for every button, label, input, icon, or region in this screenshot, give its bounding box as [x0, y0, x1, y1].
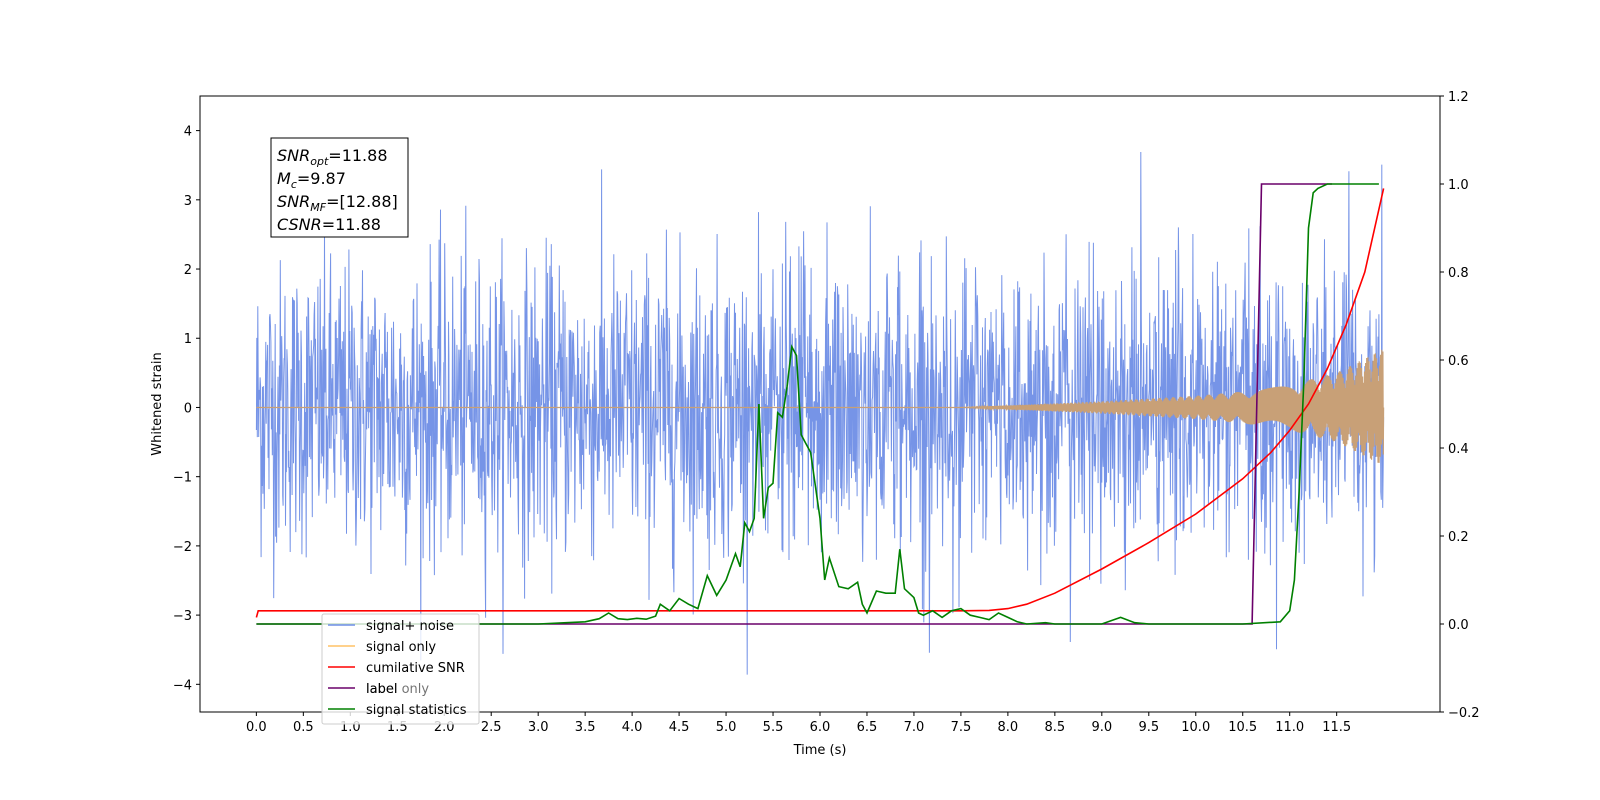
- y-axis-label: Whitened strain: [150, 352, 165, 455]
- legend-label: signal statistics: [366, 703, 467, 718]
- y-left-tick-label: 1: [184, 332, 192, 347]
- annotation-box: SNRopt=11.88 Mc=9.87 SNRMF=[12.88] CSNR=…: [270, 137, 409, 238]
- y-left-tick-label: −4: [173, 678, 192, 693]
- x-tick-label: 6.0: [810, 720, 831, 735]
- y-right-tick-label: 0.8: [1448, 266, 1469, 281]
- y-right-tick-label: 0.2: [1448, 530, 1469, 545]
- x-tick-label: 7.5: [951, 720, 972, 735]
- x-tick-label: 11.5: [1322, 720, 1351, 735]
- svg-text:Mc=9.87: Mc=9.87: [277, 169, 346, 191]
- y-left-tick-label: 0: [184, 401, 192, 416]
- annotation-mc-sub: c: [291, 178, 297, 191]
- x-tick-label: 10.5: [1228, 720, 1257, 735]
- y-left-tick-label: 3: [184, 194, 192, 209]
- series-signal-statistics: [256, 183, 1379, 625]
- x-tick-label: 11.0: [1275, 720, 1304, 735]
- series-signal-only: [256, 349, 1385, 463]
- svg-text:CSNR=11.88: CSNR=11.88: [277, 215, 381, 234]
- y-right-tick-label: 0.6: [1448, 354, 1469, 369]
- x-tick-label: 7.0: [904, 720, 925, 735]
- y-right-tick-label: 0.0: [1448, 618, 1469, 633]
- x-tick-label: 4.0: [622, 720, 643, 735]
- x-tick-label: 6.5: [857, 720, 878, 735]
- series-cumilative-snr: [255, 188, 1385, 618]
- legend-label: signal only: [366, 640, 436, 655]
- y-right-tick-label: −0.2: [1448, 706, 1480, 721]
- y-left-tick-label: 4: [184, 125, 192, 140]
- annotation-csnr-value: =11.88: [322, 215, 381, 234]
- annotation-snr-opt-main: SNR: [277, 146, 310, 165]
- x-tick-label: 10.0: [1181, 720, 1210, 735]
- x-tick-label: 8.0: [998, 720, 1019, 735]
- annotation-snr-opt-sub: opt: [310, 155, 329, 168]
- legend-label: label: [366, 682, 397, 697]
- series-label: [256, 183, 1332, 625]
- x-tick-label: 5.0: [716, 720, 737, 735]
- svg-text:SNRopt=11.88: SNRopt=11.88: [277, 146, 388, 168]
- annotation-snr-mf-sub: MF: [310, 201, 326, 214]
- x-tick-label: 0.5: [293, 720, 314, 735]
- x-tick-label: 9.0: [1091, 720, 1112, 735]
- x-tick-label: 5.5: [763, 720, 784, 735]
- annotation-mc-value: =9.87: [297, 169, 346, 188]
- x-tick-label: 4.5: [669, 720, 690, 735]
- x-tick-label: 3.5: [575, 720, 596, 735]
- annotation-snr-mf-value: =[12.88]: [326, 192, 398, 211]
- legend-label: cumilative SNR: [366, 661, 465, 676]
- x-tick-label: 0.0: [246, 720, 267, 735]
- legend-hidden-text: label only: [366, 682, 429, 697]
- x-tick-label: 8.5: [1045, 720, 1066, 735]
- x-tick-label: 9.5: [1138, 720, 1159, 735]
- y-left-tick-label: −2: [173, 540, 192, 555]
- annotation-csnr-main: CSNR: [277, 215, 322, 234]
- annotation-mc-main: M: [277, 169, 291, 188]
- y-right-tick-label: 1.0: [1448, 178, 1469, 193]
- series-signal-noise: [255, 151, 1385, 675]
- y-right-tick-label: 0.4: [1448, 442, 1469, 457]
- y-left-tick-label: −3: [173, 609, 192, 624]
- legend: label only signal+ noise signal only cumil…: [321, 613, 480, 725]
- y-left-tick-label: 2: [184, 263, 192, 278]
- x-axis-label: Time (s): [793, 743, 847, 758]
- legend-label: signal+ noise: [366, 619, 454, 634]
- svg-text:SNRMF=[12.88]: SNRMF=[12.88]: [277, 192, 398, 214]
- x-tick-label: 3.0: [528, 720, 549, 735]
- y-left-tick-label: −1: [173, 471, 192, 486]
- annotation-snr-opt-value: =11.88: [328, 146, 387, 165]
- y-right-tick-label: 1.2: [1448, 90, 1469, 105]
- annotation-snr-mf-main: SNR: [277, 192, 310, 211]
- x-tick-label: 2.5: [481, 720, 502, 735]
